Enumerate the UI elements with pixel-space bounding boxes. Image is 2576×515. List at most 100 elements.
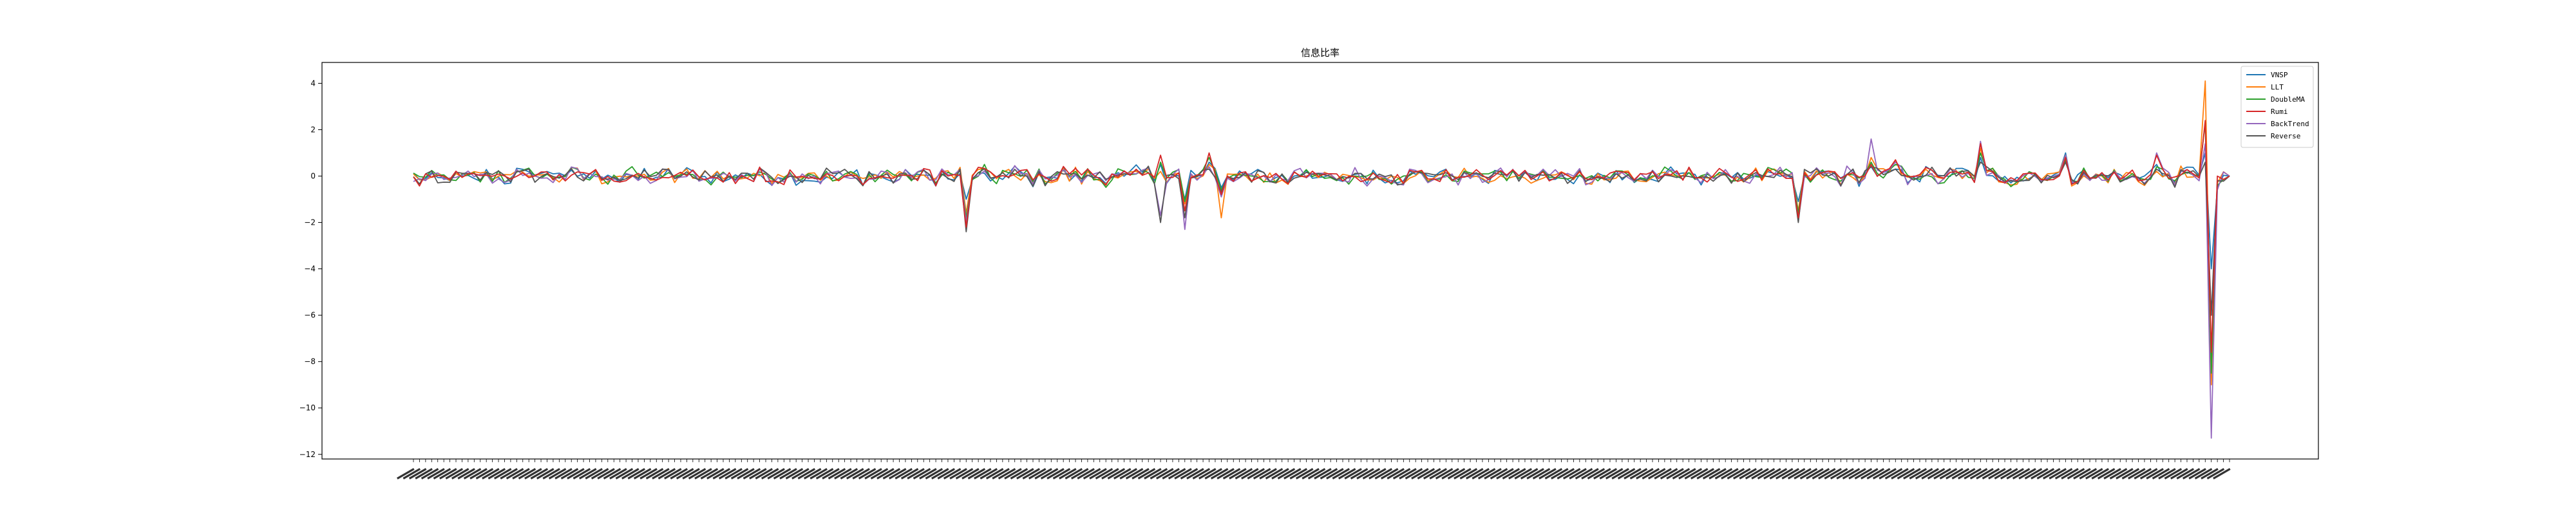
x-tick-label	[815, 468, 834, 480]
x-tick-label	[1550, 468, 1569, 480]
x-tick-label	[1915, 468, 1933, 480]
x-tick-label	[1611, 468, 1629, 480]
x-tick-label	[1271, 467, 1289, 480]
x-tick-label	[639, 468, 658, 480]
x-tick-label	[919, 468, 937, 480]
x-tick-label	[1946, 468, 1964, 480]
x-tick-label	[2097, 468, 2116, 480]
x-tick-label	[1350, 468, 1368, 480]
x-tick-label	[797, 468, 816, 480]
x-tick-label	[421, 468, 439, 480]
x-tick-label	[493, 468, 512, 480]
x-tick-label	[2116, 468, 2134, 480]
x-tick-label	[2042, 468, 2061, 480]
x-tick-label	[718, 468, 737, 480]
x-tick-label	[1872, 468, 1891, 480]
x-tick-label	[1721, 468, 1739, 480]
x-tick-label	[506, 468, 524, 480]
x-tick-label	[402, 468, 421, 480]
x-tick-label	[2054, 468, 2073, 480]
x-tick-label	[1727, 468, 1745, 480]
x-tick-label	[1714, 468, 1733, 480]
x-tick-label	[1059, 468, 1077, 480]
x-tick-label	[1709, 468, 1727, 480]
x-tick-label	[846, 468, 864, 480]
x-tick-label	[633, 468, 652, 480]
x-tick-label	[834, 468, 852, 480]
x-tick-label	[475, 468, 494, 480]
x-tick-label	[1605, 468, 1624, 480]
x-tick-label	[1817, 468, 1836, 480]
x-tick-label	[676, 468, 694, 480]
x-tick-label	[1678, 468, 1696, 480]
x-tick-label	[2073, 468, 2091, 480]
x-tick-label	[1083, 468, 1101, 480]
legend-label: VNSP	[2271, 71, 2288, 79]
x-tick-label	[998, 468, 1016, 480]
x-tick-label	[1399, 468, 1417, 480]
x-tick-label	[2109, 468, 2128, 480]
x-tick-label	[1089, 468, 1107, 480]
chart-title: 信息比率	[1301, 47, 1340, 59]
x-tick-label	[2006, 468, 2024, 480]
x-tick-label	[1368, 468, 1387, 480]
x-tick-label	[712, 468, 731, 480]
x-tick-label	[578, 468, 597, 480]
y-tick-label: −6	[304, 311, 316, 320]
x-tick-label	[1162, 468, 1180, 480]
legend-label: LLT	[2271, 83, 2284, 91]
x-tick-label	[554, 468, 573, 480]
x-tick-label	[1125, 468, 1144, 480]
x-tick-label	[1405, 468, 1423, 480]
series-layer	[413, 80, 2230, 439]
legend-label: Reverse	[2271, 132, 2300, 140]
x-tick-label	[1392, 468, 1411, 480]
x-tick-label	[524, 468, 542, 480]
legend: VNSP LLT DoubleMA Rumi BackTrend Reverse	[2240, 66, 2314, 148]
x-tick-label	[2127, 468, 2146, 480]
series-line-reverse	[413, 162, 2230, 316]
x-tick-label	[955, 468, 974, 480]
x-tick-label	[560, 468, 579, 480]
x-tick-label	[1101, 468, 1119, 480]
x-tick-label	[542, 468, 560, 480]
x-tick-label	[1799, 468, 1818, 480]
x-tick-label	[949, 468, 967, 480]
x-tick-label	[1520, 468, 1539, 480]
x-tick-label	[1259, 467, 1277, 480]
x-tick-label	[1387, 468, 1405, 480]
series-line-llt	[413, 80, 2230, 386]
x-tick-label	[730, 468, 749, 480]
x-tick-label	[1927, 468, 1946, 480]
x-tick-label	[737, 468, 755, 480]
x-tick-label	[1751, 468, 1769, 480]
x-tick-label	[427, 468, 445, 480]
x-tick-label	[1314, 468, 1332, 480]
x-tick-label	[822, 468, 840, 480]
x-tick-label	[2012, 468, 2031, 480]
x-tick-label	[974, 468, 992, 480]
x-tick-label	[1866, 468, 1885, 480]
x-tick-label	[1010, 468, 1028, 480]
x-tick-label	[1454, 468, 1472, 480]
x-tick-label	[1295, 467, 1314, 480]
x-tick-label	[2121, 468, 2140, 480]
x-tick-label	[1046, 468, 1065, 480]
x-tick-label	[724, 468, 743, 480]
x-tick-label	[1040, 468, 1059, 480]
x-tick-label	[2188, 468, 2206, 480]
x-tick-label	[2079, 468, 2098, 480]
legend-label: DoubleMA	[2271, 95, 2305, 104]
x-tick-label	[1745, 468, 1763, 480]
legend-label: Rumi	[2271, 108, 2288, 116]
x-tick-label	[1235, 467, 1253, 480]
x-tick-label	[1144, 468, 1162, 480]
x-tick-label	[761, 468, 779, 480]
x-tick-label	[1617, 468, 1636, 480]
x-tick-label	[1824, 468, 1842, 480]
x-tick-label	[1356, 468, 1374, 480]
x-tick-label	[1052, 468, 1071, 480]
x-tick-label	[888, 468, 907, 480]
x-tick-label	[1690, 468, 1709, 480]
x-tick-label	[536, 468, 554, 480]
